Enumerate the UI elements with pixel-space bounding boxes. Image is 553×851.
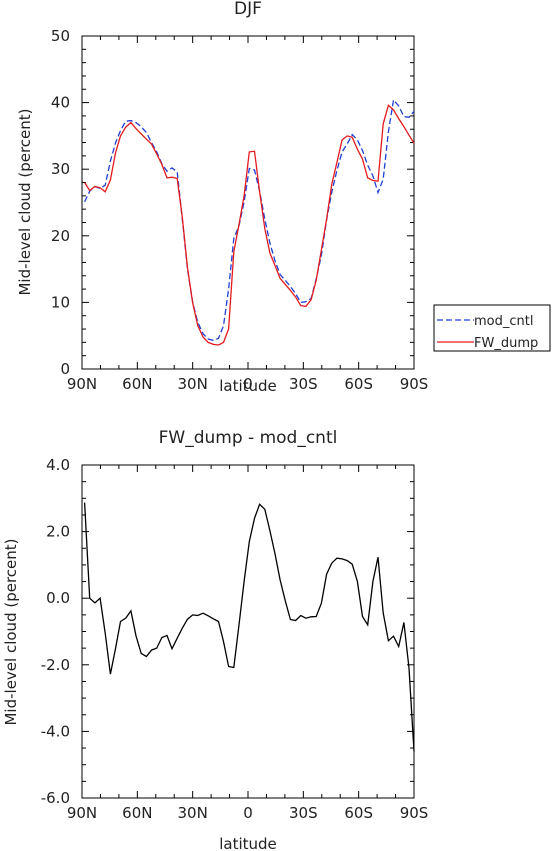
series-line-difference (83, 502, 415, 752)
panel1-y-tick-label: 50 (51, 27, 70, 45)
panel1-x-tick-label: 90S (400, 375, 429, 393)
panel2-x-tick-label: 30N (178, 804, 208, 822)
panel1-title: DJF (234, 0, 262, 19)
legend-label-mod-cntl: mod_cntl (474, 314, 533, 329)
panel2-tick-marks (81, 464, 415, 799)
panel1-tick-marks (81, 35, 415, 370)
panel1-y-tick-label: 10 (51, 293, 70, 311)
panel1-x-tick-label: 90N (67, 375, 97, 393)
panel2-y-tick-label: 0.0 (46, 589, 70, 607)
series-line-mod-cntl (84, 98, 415, 342)
panel2-plot-frame (81, 464, 415, 799)
panel2-y-tick-label: 4.0 (46, 456, 70, 474)
panel2-y-tick-labels: -6.0 -4.0 -2.0 0.0 2.0 4.0 (41, 456, 70, 807)
panel1-x-tick-label: 0 (243, 375, 253, 393)
panel2-x-tick-label: 60N (122, 804, 152, 822)
panel1-x-tick-label: 30N (178, 375, 208, 393)
panel1-y-tick-label: 30 (51, 160, 70, 178)
panel2-x-tick-label: 0 (243, 804, 253, 822)
panel-difference: FW_dump - mod_cntl 90N 60N 30N 0 30S 60S… (2, 428, 428, 851)
panel1-x-tick-labels: 90N 60N 30N 0 30S 60S 90S (67, 375, 428, 393)
panel2-y-tick-label: -6.0 (41, 789, 70, 807)
panel1-y-tick-label: 0 (60, 360, 70, 378)
panel-djf: DJF 90N 60N 30N 0 30S 60S 90S 0 10 20 30… (16, 0, 551, 395)
panel2-x-axis-label: latitude (219, 835, 277, 851)
panel1-x-tick-label: 30S (289, 375, 318, 393)
panel2-x-tick-label: 90S (400, 804, 429, 822)
panel1-x-tick-label: 60N (122, 375, 152, 393)
panel2-x-tick-label: 90N (67, 804, 97, 822)
series-line-fw-dump (84, 104, 415, 346)
panel2-x-tick-label: 30S (289, 804, 318, 822)
panel2-x-tick-labels: 90N 60N 30N 0 30S 60S 90S (67, 804, 428, 822)
panel1-y-tick-label: 20 (51, 227, 70, 245)
panel1-x-axis-label: latitude (219, 377, 277, 395)
panel2-title: FW_dump - mod_cntl (159, 428, 338, 448)
panel1-x-tick-label: 60S (344, 375, 373, 393)
panel1-plot-frame (81, 35, 415, 370)
legend-label-fw-dump: FW_dump (474, 336, 538, 351)
panel2-y-axis-label: Mid-level cloud (percent) (2, 538, 20, 725)
legend-box (433, 304, 551, 352)
panel1-y-tick-label: 40 (51, 94, 70, 112)
panel2-y-tick-label: -2.0 (41, 656, 70, 674)
panel2-x-tick-label: 60S (344, 804, 373, 822)
panel1-y-axis-label: Mid-level cloud (percent) (16, 108, 34, 295)
panel1-y-tick-labels: 0 10 20 30 40 50 (51, 27, 70, 378)
panel2-y-tick-label: -4.0 (41, 722, 70, 740)
panel2-y-tick-label: 2.0 (46, 523, 70, 541)
legend: mod_cntl FW_dump (433, 304, 551, 352)
